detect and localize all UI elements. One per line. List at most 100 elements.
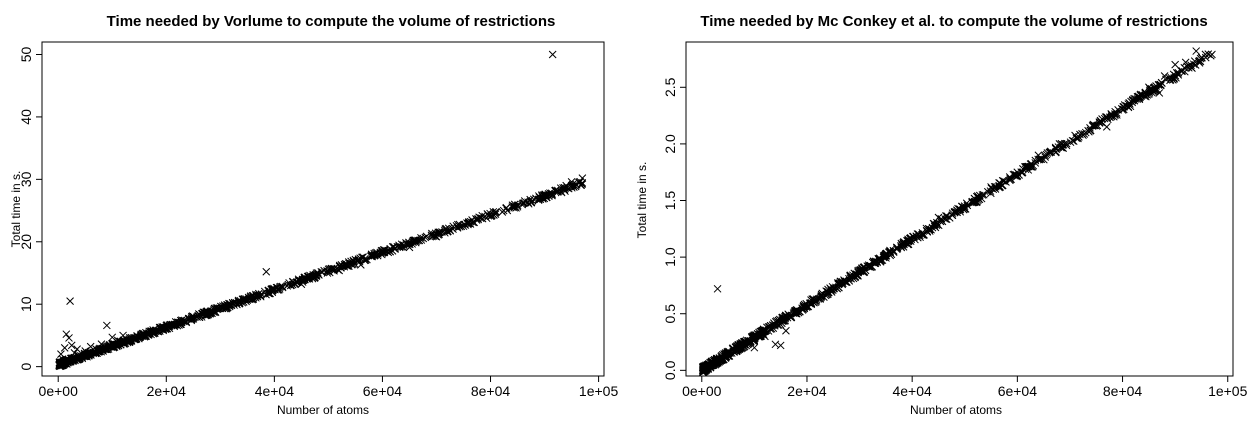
mcconkey-data-point	[948, 209, 957, 218]
vorlume-plot-frame	[41, 41, 605, 377]
vorlume-y-tick-label: 20	[18, 234, 34, 250]
mcconkey-data-point	[1192, 47, 1201, 55]
mcconkey-x-tick-label: 8e+04	[1103, 383, 1143, 399]
mcconkey-data-point	[978, 191, 987, 199]
mcconkey-data-point	[792, 309, 801, 318]
vorlume-data-point	[288, 280, 297, 289]
mcconkey-data-point	[823, 287, 832, 296]
vorlume-data-point	[340, 260, 349, 269]
mcconkey-data-point	[706, 360, 714, 369]
vorlume-data-point	[409, 236, 418, 245]
mcconkey-data-point	[975, 191, 984, 200]
vorlume-data-point	[184, 315, 193, 323]
vorlume-scatter-panel: Time needed by Vorlume to compute the vo…	[9, 13, 618, 417]
mcconkey-data-point	[721, 351, 729, 360]
mcconkey-x-axis: 0e+00 2e+04 4e+04 6e+04 8e+04 1e+05	[682, 376, 1248, 399]
vorlume-data-point	[104, 345, 113, 353]
mcconkey-y-tick-label: 0.0	[662, 360, 678, 380]
vorlume-data-point	[446, 226, 454, 235]
vorlume-data-point	[202, 310, 211, 318]
mcconkey-data-point	[869, 257, 878, 266]
mcconkey-data-point	[745, 338, 754, 347]
vorlume-data-point	[93, 345, 101, 354]
vorlume-x-tick-label: 4e+04	[255, 383, 295, 399]
vorlume-data-point	[202, 307, 211, 316]
vorlume-data-point	[67, 341, 76, 350]
vorlume-data-point	[421, 233, 430, 242]
mcconkey-x-tick-label: 6e+04	[998, 383, 1038, 399]
mcconkey-data-point	[1089, 121, 1097, 130]
mcconkey-data-point	[715, 358, 723, 366]
mcconkey-data-point	[1171, 60, 1179, 69]
mcconkey-data-point	[893, 244, 901, 252]
vorlume-data-point	[73, 355, 81, 363]
mcconkey-data-point	[759, 328, 768, 336]
mcconkey-data-point	[1017, 168, 1026, 176]
mcconkey-x-tick-label: 0e+00	[682, 383, 722, 399]
vorlume-y-tick-label: 40	[18, 109, 34, 125]
mcconkey-data-point	[936, 217, 945, 226]
vorlume-data-point	[552, 186, 560, 195]
mcconkey-x-tick-label: 2e+04	[787, 383, 827, 399]
mcconkey-data-point	[701, 363, 709, 371]
vorlume-data-point	[236, 296, 245, 305]
mcconkey-y-tick-label: 0.5	[662, 304, 678, 324]
vorlume-data-point	[60, 344, 69, 352]
vorlume-x-tick-label: 0e+00	[39, 383, 79, 399]
vorlume-y-tick-label: 30	[18, 171, 34, 187]
vorlume-data-point	[430, 230, 439, 239]
mcconkey-data-point	[735, 344, 744, 352]
vorlume-data-point	[378, 247, 387, 255]
vorlume-x-tick-label: 2e+04	[147, 383, 187, 399]
mcconkey-data-point	[1195, 56, 1204, 65]
mcconkey-data-point	[958, 202, 966, 211]
mcconkey-data-point	[1156, 80, 1165, 89]
mcconkey-data-point	[792, 307, 800, 316]
vorlume-data-point	[553, 186, 562, 195]
mcconkey-data-point	[960, 203, 969, 212]
vorlume-data-point	[436, 228, 444, 237]
vorlume-data-point	[315, 271, 323, 279]
vorlume-data-point	[219, 302, 227, 310]
vorlume-data-point	[66, 297, 74, 305]
mcconkey-data-point	[880, 251, 889, 260]
vorlume-data-point	[167, 320, 175, 329]
vorlume-x-axis: 0e+00 2e+04 4e+04 6e+04 8e+04 1e+05	[39, 376, 618, 399]
vorlume-data-point	[524, 199, 533, 208]
vorlume-data-point	[404, 240, 413, 249]
vorlume-data-point	[359, 253, 367, 261]
mcconkey-data-point	[785, 312, 794, 321]
mcconkey-data-point	[863, 262, 872, 270]
vorlume-data-point	[449, 222, 458, 231]
vorlume-data-point	[483, 210, 492, 218]
vorlume-data-point	[327, 264, 336, 273]
vorlume-data-point	[65, 334, 73, 342]
mcconkey-data-point	[771, 340, 780, 349]
vorlume-data-point	[62, 358, 70, 366]
vorlume-data-point	[578, 180, 586, 188]
mcconkey-data-point	[835, 279, 843, 288]
vorlume-x-tick-label: 6e+04	[363, 383, 403, 399]
mcconkey-scatter-panel: Time needed by Mc Conkey et al. to compu…	[635, 13, 1248, 417]
mcconkey-data-point	[971, 197, 980, 206]
vorlume-data-point	[299, 276, 308, 285]
vorlume-data-point	[264, 289, 273, 298]
mcconkey-data-point	[1039, 155, 1048, 164]
mcconkey-x-tick-label: 4e+04	[892, 383, 932, 399]
mcconkey-data-point	[1012, 171, 1021, 179]
mcconkey-data-point	[1006, 176, 1014, 185]
mcconkey-data-point	[840, 277, 849, 285]
vorlume-data-point	[62, 330, 71, 339]
mcconkey-data-point	[1021, 165, 1030, 174]
mcconkey-data-point	[723, 348, 732, 356]
mcconkey-data-point	[1031, 156, 1040, 165]
vorlume-data-point	[73, 345, 81, 354]
vorlume-data-point	[230, 298, 239, 307]
mcconkey-data-point	[1172, 73, 1180, 82]
vorlume-y-tick-label: 10	[18, 296, 34, 312]
vorlume-data-point	[300, 273, 309, 282]
vorlume-data-point	[571, 182, 580, 191]
vorlume-data-point	[320, 266, 328, 275]
vorlume-data-point	[102, 321, 111, 330]
mcconkey-data-point	[896, 242, 905, 250]
